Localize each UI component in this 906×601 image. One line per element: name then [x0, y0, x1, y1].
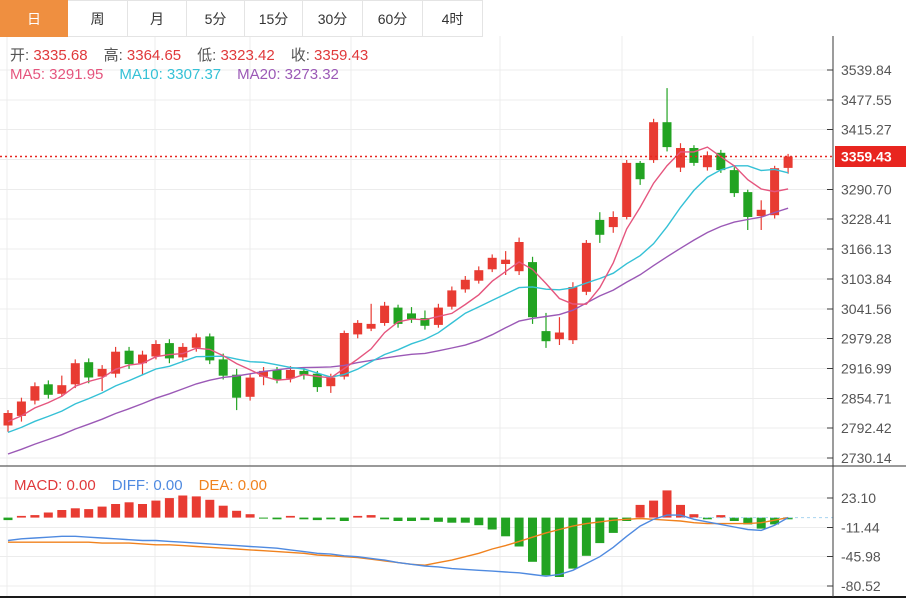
- price-tick-label: 3041.56: [841, 301, 892, 317]
- price-tick-label: 3290.70: [841, 181, 892, 197]
- tab-4时[interactable]: 4时: [423, 0, 483, 37]
- price-tick-label: 3539.84: [841, 62, 892, 78]
- tab-30分[interactable]: 30分: [303, 0, 363, 37]
- price-tick-label: 3415.27: [841, 122, 892, 138]
- price-tick-label: 2730.14: [841, 450, 892, 466]
- readout-item: 高: 3364.65: [103, 47, 182, 64]
- price-tick-label: 2916.99: [841, 361, 892, 377]
- macd-tick-label: -11.44: [841, 519, 880, 535]
- ohlc-readout: 开: 3335.68 高: 3364.65 低: 3323.42 收: 3359.43: [10, 44, 384, 65]
- tab-5分[interactable]: 5分: [187, 0, 245, 37]
- period-tab-bar: 日周月 5分 15分 30分 60分 4时: [0, 0, 483, 37]
- macd-tick-label: 23.10: [841, 490, 876, 506]
- readout-item: DIFF: 0.00: [111, 477, 183, 494]
- macd-tick-label: -45.98: [841, 549, 881, 565]
- readout-item: MACD: 0.00: [14, 477, 96, 494]
- macd-tick-label: -80.52: [841, 578, 881, 594]
- readout-item: 收: 3359.43: [290, 47, 369, 64]
- current-price-tag-label: 3359.43: [841, 149, 892, 165]
- price-tick-label: 2792.42: [841, 420, 892, 436]
- tab-60分[interactable]: 60分: [363, 0, 423, 37]
- readout-item: MA20: 3273.32: [237, 66, 339, 83]
- price-tick-label: 3228.41: [841, 211, 892, 227]
- tab-15分[interactable]: 15分: [245, 0, 303, 37]
- tab-日[interactable]: 日: [0, 0, 68, 37]
- readout-item: MA10: 3307.37: [119, 66, 222, 83]
- readout-item: 开: 3335.68: [10, 47, 88, 64]
- current-price-tag: [835, 146, 906, 167]
- tab-月[interactable]: 月: [128, 0, 187, 37]
- readout-item: DEA: 0.00: [198, 477, 267, 494]
- tab-周[interactable]: 周: [68, 0, 128, 37]
- price-tick-label: 3103.84: [841, 271, 892, 287]
- ma-readout: MA5: 3291.95 MA10: 3307.37 MA20: 3273.32: [10, 66, 355, 83]
- price-tick-label: 2979.28: [841, 331, 892, 347]
- readout-item: MA5: 3291.95: [10, 66, 104, 83]
- price-tick-label: 3166.13: [841, 241, 892, 257]
- macd-readout: MACD: 0.00 DIFF: 0.00 DEA: 0.00: [14, 477, 283, 494]
- price-tick-label: 3477.55: [841, 92, 892, 108]
- price-tick-label: 2854.71: [841, 390, 892, 406]
- readout-item: 低: 3323.42: [197, 47, 275, 64]
